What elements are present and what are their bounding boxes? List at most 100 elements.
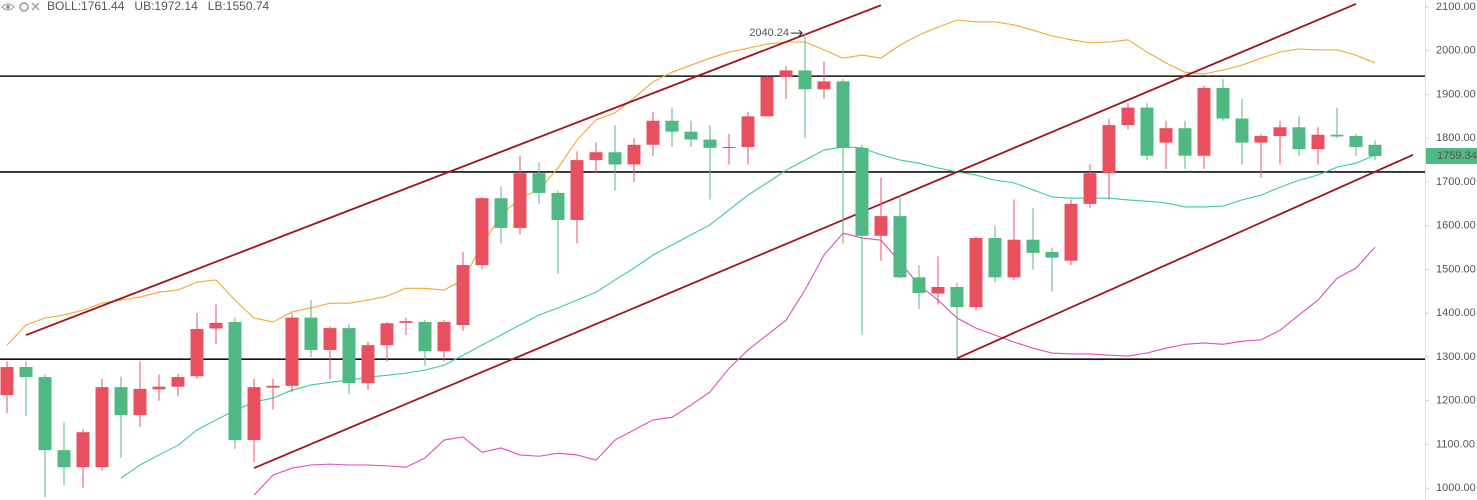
candle-body	[798, 70, 812, 90]
candle-body	[342, 328, 356, 384]
candle-body	[95, 387, 109, 468]
candle-body	[380, 323, 394, 346]
candle-body	[627, 144, 641, 165]
annotation-arrow	[791, 29, 803, 37]
y-tick-label: 1300.00	[1436, 351, 1476, 363]
candle-body	[855, 147, 869, 236]
candle-body	[1026, 239, 1040, 253]
y-axis: 1000.00 1100.00 1200.00 1300.00 1400.00 1500.…	[1425, 1, 1476, 494]
last-price-box	[1426, 148, 1477, 165]
eye-icon[interactable]	[1, 3, 15, 11]
candle-body	[760, 76, 774, 117]
candle-body	[228, 321, 242, 441]
y-tick-label: 1800.00	[1436, 132, 1476, 144]
candle-body	[684, 131, 698, 140]
candle-body	[969, 237, 983, 308]
legend-entry: LB:1550.74	[208, 0, 270, 13]
y-tick-label: 1400.00	[1436, 307, 1476, 319]
candle-body	[266, 385, 280, 388]
candle-body	[1254, 136, 1268, 143]
candle-body	[817, 81, 831, 90]
band-line	[6, 19, 1376, 346]
y-tick-label: 2100.00	[1436, 1, 1476, 13]
candle-body	[703, 139, 717, 148]
candle-body	[1045, 251, 1059, 258]
last-price-label: 1759.34	[1437, 150, 1477, 162]
y-tick-label: 1200.00	[1436, 395, 1476, 407]
candle-body	[874, 216, 888, 236]
candle-body	[437, 321, 451, 352]
y-tick-label: 1500.00	[1436, 263, 1476, 275]
candle-body	[418, 321, 432, 352]
candle-body	[1330, 134, 1344, 137]
y-tick-label: 2000.00	[1436, 45, 1476, 57]
candle-body	[570, 160, 584, 221]
legend-entry: UB:1972.14	[134, 0, 198, 13]
candle-body	[38, 377, 52, 451]
settings-icon[interactable]	[19, 2, 29, 12]
candle-body	[1292, 127, 1306, 150]
candle-body	[1197, 87, 1211, 156]
eye-icon-pupil	[6, 5, 10, 9]
candle-body	[114, 387, 128, 416]
trend-line	[956, 154, 1414, 360]
candle-body	[1121, 107, 1135, 126]
candle-body	[988, 237, 1002, 278]
candle-body	[494, 198, 508, 228]
candle-body	[608, 152, 622, 165]
candle-body	[513, 173, 527, 228]
candle-body	[893, 216, 907, 278]
candle-body	[323, 328, 337, 350]
candle-body	[152, 386, 166, 390]
y-tick-label: 1000.00	[1436, 482, 1476, 494]
candle-body	[931, 286, 945, 294]
band-line	[253, 232, 1376, 496]
candle-body	[1349, 136, 1363, 147]
candle-body	[741, 116, 755, 147]
candle-body	[247, 387, 261, 441]
candle-body	[532, 173, 546, 193]
y-tick-label: 1100.00	[1436, 438, 1475, 450]
candle-body	[950, 286, 964, 308]
legend-entry: BOLL:1761.44	[47, 0, 125, 13]
y-tick-label: 1700.00	[1436, 176, 1476, 188]
candle-body	[912, 277, 926, 294]
candle-body	[76, 432, 90, 468]
candle-body	[665, 120, 679, 132]
candle-body	[551, 192, 565, 221]
candle-body	[19, 367, 33, 378]
close-icon[interactable]	[31, 2, 40, 11]
high-annotation: 2040.24	[749, 27, 789, 39]
trend-line	[253, 3, 1357, 469]
candle-body	[361, 345, 375, 384]
candle-body	[1140, 107, 1154, 156]
candle-body	[304, 317, 318, 350]
candle-body	[399, 321, 413, 323]
candle-body	[171, 377, 185, 387]
indicator-header: BOLL:1761.44 UB:1972.14 LB:1550.74	[1, 0, 270, 13]
candle-body	[133, 388, 147, 416]
candle-body	[1216, 87, 1230, 119]
candle-body	[1102, 125, 1116, 174]
candle-body	[190, 328, 204, 377]
candle-body	[1064, 203, 1078, 261]
candle-body	[1159, 128, 1173, 143]
candle-body	[285, 317, 299, 386]
candle-body	[779, 70, 793, 77]
y-tick-label: 1600.00	[1436, 220, 1476, 232]
candle-body	[1007, 239, 1021, 278]
candle-body	[1368, 144, 1382, 157]
candle-body	[57, 450, 71, 468]
candle-body	[836, 81, 850, 148]
candle-body	[1178, 128, 1192, 156]
candle-body	[589, 152, 603, 161]
candle-body	[475, 198, 489, 266]
candle-body	[1083, 173, 1097, 204]
candle-body	[646, 120, 660, 145]
candle-body	[722, 146, 736, 148]
candle-body	[0, 367, 14, 396]
candle-body	[1273, 127, 1287, 137]
band-line	[120, 146, 1376, 479]
